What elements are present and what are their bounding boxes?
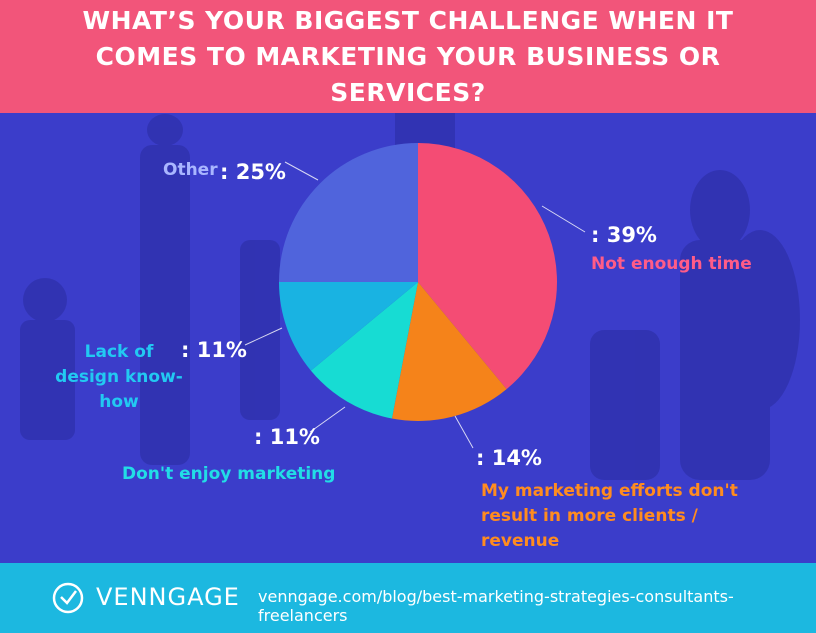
value-label: : 39% xyxy=(591,223,657,247)
pie-slice xyxy=(279,282,418,371)
pie-slice xyxy=(418,143,557,390)
category-label: Other xyxy=(163,160,218,180)
category-label: Lack of design know-how xyxy=(55,342,183,412)
footer: VENNGAGE venngage.com/blog/best-marketin… xyxy=(0,563,816,633)
pie-slice xyxy=(279,143,418,282)
category-label: Not enough time xyxy=(591,254,752,274)
value-label: : 25% xyxy=(220,160,286,184)
chart-title: WHAT’S YOUR BIGGEST CHALLENGE WHEN IT CO… xyxy=(82,5,734,107)
category-label: Don't enjoy marketing xyxy=(122,464,336,484)
value-label: : 11% xyxy=(181,338,247,362)
title-banner: WHAT’S YOUR BIGGEST CHALLENGE WHEN IT CO… xyxy=(0,0,816,113)
value-label: : 14% xyxy=(476,446,542,470)
pie-slice xyxy=(391,282,507,421)
category-label: My marketing efforts don't result in mor… xyxy=(481,481,738,551)
source-url: venngage.com/blog/best-marketing-strateg… xyxy=(258,587,734,625)
pie-slice xyxy=(310,282,418,419)
leader-lines xyxy=(244,161,586,449)
value-label: : 11% xyxy=(254,425,320,449)
logo xyxy=(52,582,84,614)
brand: VENNGAGE xyxy=(96,583,240,611)
